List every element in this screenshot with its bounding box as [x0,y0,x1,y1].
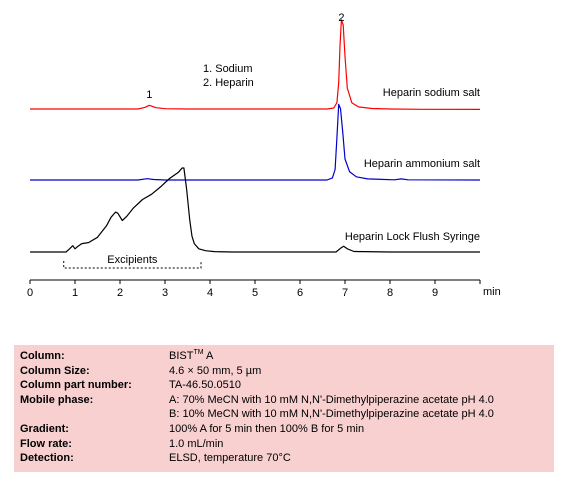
mobile-phase-a-value: A: 70% MeCN with 10 mM N,N'-Dimethylpipe… [169,393,494,406]
series-label-heparin-sodium-salt: Heparin sodium salt [383,87,480,99]
x-tick-label: 3 [162,287,168,299]
peak-legend: 1. Sodium 2. Heparin [203,63,254,89]
info-row-column-size: Column Size: 4.6 × 50 mm, 5 µm [14,364,554,379]
peak-labels: 12 [146,12,344,101]
info-row-column: Column: BISTTM A [14,349,554,364]
chromatogram-traces [30,19,481,253]
column-part-number-label: Column part number: [20,379,132,392]
mobile-phase-label: Mobile phase: [20,393,94,406]
x-axis: 0 1 2 3 4 5 6 7 8 9 min [27,279,501,299]
gradient-label: Gradient: [20,422,69,435]
x-tick-label: 8 [387,287,393,299]
flow-rate-label: Flow rate: [20,437,72,450]
x-tick-label: 2 [117,287,123,299]
column-value-main: BIST [169,350,194,362]
x-tick-label: 9 [432,287,438,299]
x-tick-label: 5 [252,287,258,299]
column-part-number-value: TA-46.50.0510 [169,379,241,392]
info-row-flow-rate: Flow rate: 1.0 mL/min [14,437,554,452]
detection-value: ELSD, temperature 70°C [169,452,291,465]
x-axis-unit-label: min [483,286,501,298]
x-tick-label: 7 [342,287,348,299]
series-label-heparin-lock-flush-syringe: Heparin Lock Flush Syringe [345,231,480,243]
x-tick-label: 6 [297,287,303,299]
info-row-detection: Detection: ELSD, temperature 70°C [14,451,554,466]
column-label: Column: [20,350,65,362]
info-row-gradient: Gradient: 100% A for 5 min then 100% B f… [14,422,554,437]
excipients-label: Excipients [107,254,158,266]
x-tick-label: 1 [72,287,78,299]
method-info-panel: Column: BISTTM A Column Size: 4.6 × 50 m… [14,345,554,472]
x-tick-label: 0 [27,287,33,299]
column-size-label: Column Size: [20,364,90,377]
legend-item-heparin: 2. Heparin [203,77,254,89]
info-row-mobile-phase-b: B: 10% MeCN with 10 mM N,N'-Dimethylpipe… [14,407,554,422]
gradient-value: 100% A for 5 min then 100% B for 5 min [169,422,365,435]
trace-heparin-sodium-salt [30,19,481,111]
x-tick-label: 4 [207,287,213,299]
peak-label-1: 1 [146,89,152,101]
flow-rate-value: 1.0 mL/min [169,437,224,450]
column-value-suffix: A [203,350,214,362]
column-value: BISTTM A [169,349,213,364]
info-row-mobile-phase: Mobile phase: A: 70% MeCN with 10 mM N,N… [14,393,554,408]
mobile-phase-b-value: B: 10% MeCN with 10 mM N,N'-Dimethylpipe… [169,408,494,421]
trace-heparin-lock-flush-syringe [30,167,480,253]
peak-label-2: 2 [338,12,344,24]
x-ticks: 0 1 2 3 4 5 6 7 8 9 [27,280,481,299]
detection-label: Detection: [20,452,74,465]
column-value-superscript: TM [193,349,204,356]
series-label-heparin-ammonium-salt: Heparin ammonium salt [364,158,480,170]
trace-heparin-ammonium-salt [30,103,481,181]
column-size-value: 4.6 × 50 mm, 5 µm [169,364,262,377]
excipients-annotation: Excipients [63,254,202,269]
legend-item-sodium: 1. Sodium [203,63,253,75]
series-labels: Heparin sodium salt Heparin ammonium sal… [345,87,480,243]
info-row-column-part-number: Column part number: TA-46.50.0510 [14,378,554,393]
